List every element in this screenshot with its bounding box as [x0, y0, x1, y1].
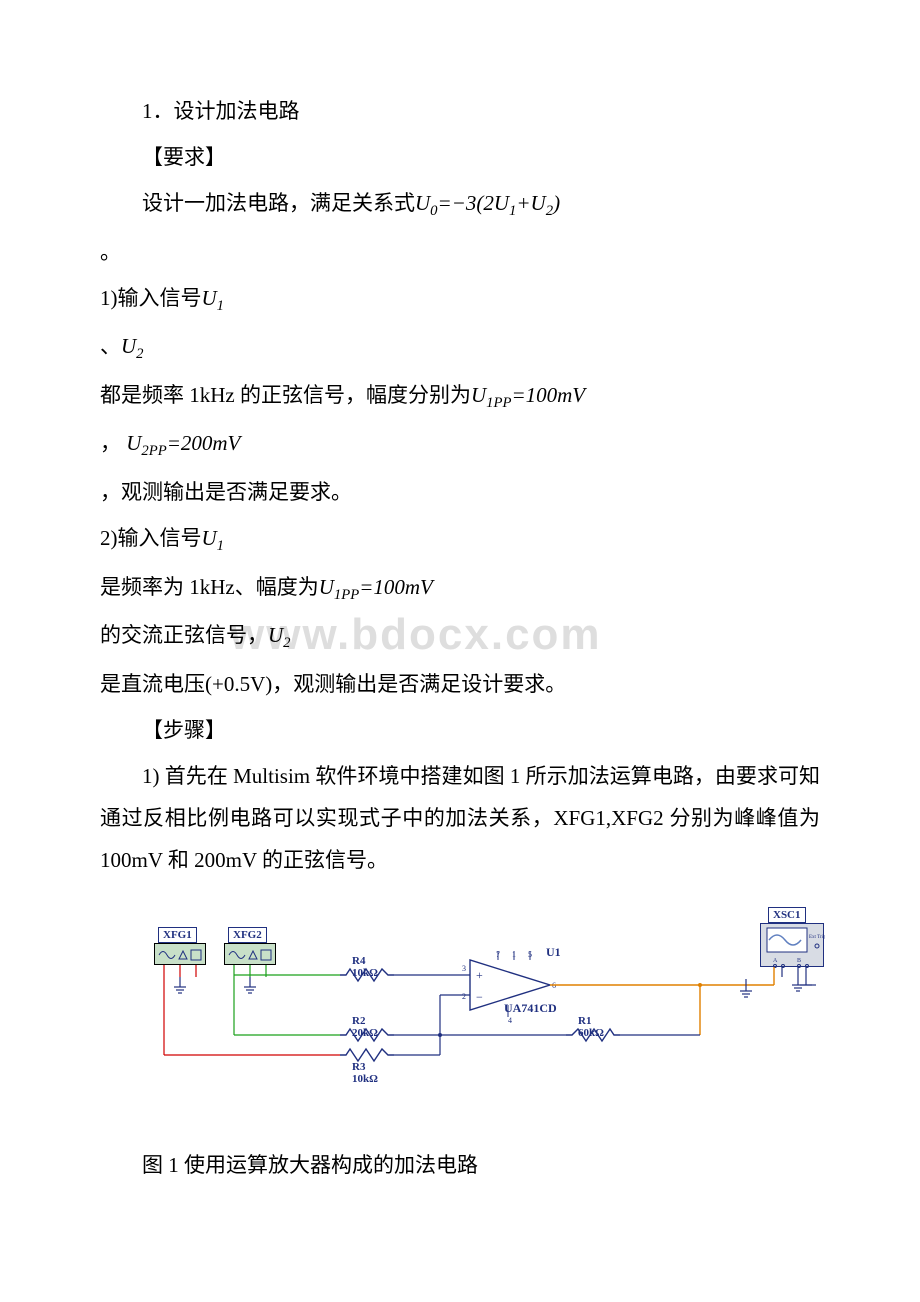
item1-line-c: 都是频率 1kHz 的正弦信号，幅度分别为U1PP=100mV — [100, 374, 820, 419]
item1-a: 1)输入信号 — [100, 286, 202, 310]
item1-line-e: ，观测输出是否满足要求。 — [100, 471, 820, 513]
section-heading: 1．设计加法电路 — [100, 90, 820, 132]
item2-b-pre: 是频率为 1kHz、幅度为 — [100, 575, 319, 599]
opamp-label: UA741CD — [504, 1001, 557, 1016]
var-u1pp-b: U1PP=100mV — [319, 575, 433, 599]
item1-line-a: 1)输入信号U1 — [100, 277, 820, 322]
item1-line-d: ， U2PP=200mV — [100, 422, 820, 467]
figure-1: XFG1 XFG2 XSC1 — [140, 905, 820, 1125]
item2-a: 2)输入信号 — [100, 526, 202, 550]
var-u1pp: U1PP=100mV — [471, 383, 585, 407]
svg-text:−: − — [476, 990, 483, 1004]
requirement-label: 【要求】 — [100, 136, 820, 178]
item1-c-pre: 都是频率 1kHz 的正弦信号，幅度分别为 — [100, 383, 471, 407]
var-u1: U1 — [202, 286, 225, 310]
item1-line-b: 、U2 — [100, 325, 820, 370]
req-intro-text: 设计一加法电路，满足关系式 — [142, 191, 415, 215]
period-line: 。 — [100, 231, 820, 273]
item2-line-a: 2)输入信号U1 — [100, 517, 820, 562]
svg-text:2: 2 — [462, 992, 466, 1001]
var-u1-b: U1 — [202, 526, 225, 550]
figure-1-caption: 图 1 使用运算放大器构成的加法电路 — [100, 1149, 820, 1179]
item2-line-d: 是直流电压(+0.5V)，观测输出是否满足设计要求。 — [100, 663, 820, 705]
r1-label: R160kΩ — [578, 1015, 604, 1039]
circuit-wires: + − 3 2 6 7 1 5 4 — [140, 905, 860, 1125]
svg-text:+: + — [476, 968, 483, 982]
item1-b: 、 — [100, 334, 121, 358]
item1-d: ， — [100, 431, 121, 455]
step1-text: 1) 首先在 Multisim 软件环境中搭建如图 1 所示加法运算电路，由要求… — [100, 755, 820, 881]
u1-label: U1 — [546, 945, 561, 960]
r3-label: R310kΩ — [352, 1061, 378, 1085]
svg-text:4: 4 — [508, 1016, 512, 1025]
svg-text:3: 3 — [462, 964, 466, 973]
var-u2: U2 — [121, 334, 144, 358]
var-u2pp: U2PP=200mV — [126, 431, 240, 455]
formula-main: U0=−3(2U1+U2) — [415, 191, 560, 215]
r4-label: R410kΩ — [352, 955, 378, 979]
item2-line-b: 是频率为 1kHz、幅度为U1PP=100mV — [100, 566, 820, 611]
requirement-intro: 设计一加法电路，满足关系式U0=−3(2U1+U2) — [100, 182, 820, 227]
steps-label: 【步骤】 — [100, 709, 820, 751]
var-u2-b: U2 — [268, 623, 291, 647]
item2-line-c: 的交流正弦信号，U2 — [100, 614, 820, 659]
r2-label: R220kΩ — [352, 1015, 378, 1039]
circuit-diagram: XFG1 XFG2 XSC1 — [140, 905, 860, 1125]
item2-c: 的交流正弦信号， — [100, 623, 268, 647]
